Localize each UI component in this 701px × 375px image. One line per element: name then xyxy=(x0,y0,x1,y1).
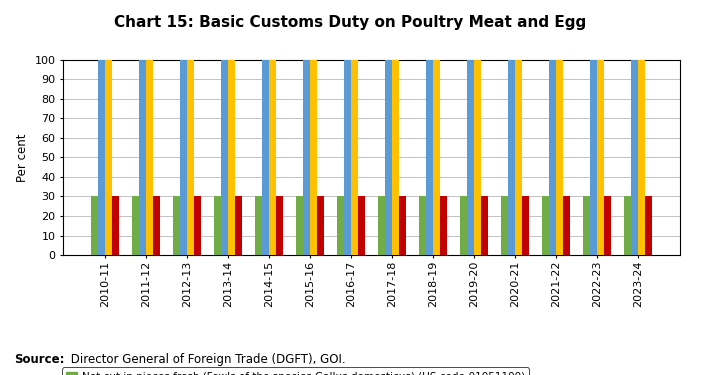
Text: Director General of Foreign Trade (DGFT), GOI.: Director General of Foreign Trade (DGFT)… xyxy=(67,352,345,366)
Bar xyxy=(262,60,269,255)
Bar xyxy=(433,60,440,255)
Bar xyxy=(180,60,187,255)
Bar xyxy=(310,60,317,255)
Bar xyxy=(351,60,358,255)
Bar xyxy=(460,196,467,255)
Bar xyxy=(501,196,508,255)
Bar xyxy=(139,60,146,255)
Bar xyxy=(221,60,228,255)
Text: Chart 15: Basic Customs Duty on Poultry Meat and Egg: Chart 15: Basic Customs Duty on Poultry … xyxy=(114,15,587,30)
Legend: Not cut in pieces,fresh (Fowls of the species Gallus domesticus) (HS code-010511: Not cut in pieces,fresh (Fowls of the sp… xyxy=(62,368,529,375)
Bar xyxy=(590,60,597,255)
Bar xyxy=(515,60,522,255)
Bar xyxy=(474,60,481,255)
Bar xyxy=(385,60,392,255)
Bar xyxy=(228,60,235,255)
Bar xyxy=(522,196,529,255)
Bar xyxy=(440,196,447,255)
Bar xyxy=(91,196,98,255)
Bar xyxy=(508,60,515,255)
Bar xyxy=(194,196,201,255)
Bar xyxy=(392,60,399,255)
Bar xyxy=(255,196,262,255)
Bar xyxy=(146,60,153,255)
Bar xyxy=(132,196,139,255)
Bar xyxy=(112,196,119,255)
Bar xyxy=(337,196,344,255)
Bar xyxy=(597,60,604,255)
Bar xyxy=(631,60,638,255)
Bar xyxy=(481,196,488,255)
Bar xyxy=(426,60,433,255)
Bar xyxy=(467,60,474,255)
Bar xyxy=(563,196,570,255)
Bar xyxy=(276,196,283,255)
Bar xyxy=(419,196,426,255)
Bar xyxy=(399,196,406,255)
Bar xyxy=(358,196,365,255)
Bar xyxy=(296,196,303,255)
Bar xyxy=(303,60,310,255)
Bar xyxy=(317,196,324,255)
Bar xyxy=(153,196,160,255)
Bar xyxy=(542,196,549,255)
Bar xyxy=(98,60,105,255)
Y-axis label: Per cent: Per cent xyxy=(16,133,29,182)
Text: Source:: Source: xyxy=(14,352,64,366)
Bar xyxy=(235,196,242,255)
Bar xyxy=(269,60,276,255)
Bar xyxy=(556,60,563,255)
Bar xyxy=(549,60,556,255)
Bar xyxy=(624,196,631,255)
Bar xyxy=(604,196,611,255)
Bar xyxy=(173,196,180,255)
Bar xyxy=(638,60,645,255)
Bar xyxy=(378,196,385,255)
Bar xyxy=(645,196,652,255)
Bar xyxy=(344,60,351,255)
Bar xyxy=(583,196,590,255)
Bar xyxy=(187,60,194,255)
Bar xyxy=(105,60,112,255)
Bar xyxy=(214,196,221,255)
